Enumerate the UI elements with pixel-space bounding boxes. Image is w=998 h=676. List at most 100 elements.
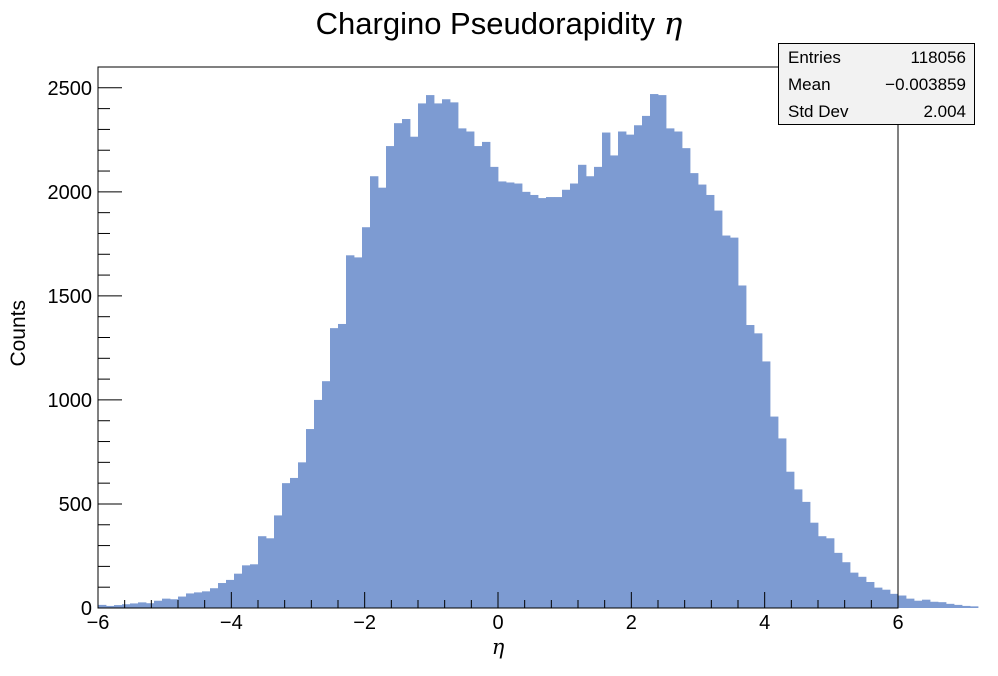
histogram-bar — [546, 197, 555, 609]
histogram-bars — [98, 94, 979, 609]
histogram-bar — [602, 132, 611, 609]
histogram-bar — [234, 573, 243, 608]
histogram-bar — [594, 166, 603, 608]
histogram-bar — [274, 515, 283, 608]
histogram-bar — [786, 471, 795, 608]
histogram-bar — [754, 333, 763, 608]
histogram-bar — [450, 102, 459, 609]
histogram-bar — [522, 191, 531, 608]
histogram-bar — [850, 572, 859, 608]
histogram-bar — [730, 237, 739, 608]
histogram-bar — [258, 536, 267, 608]
histogram-bar — [338, 323, 347, 608]
histogram-bar — [946, 603, 955, 608]
histogram-bar — [570, 183, 579, 608]
histogram-bar — [330, 328, 339, 608]
histogram-bar — [738, 285, 747, 608]
stats-label: Mean — [788, 75, 831, 94]
stats-value: 118056 — [910, 48, 966, 67]
histogram-bar — [410, 136, 419, 608]
histogram-bar — [642, 115, 651, 609]
histogram-bar — [762, 361, 771, 608]
histogram-bar — [650, 94, 659, 609]
histogram-bar — [458, 128, 467, 608]
histogram-bar — [930, 601, 939, 608]
histogram-bar — [210, 588, 219, 608]
histogram-bar — [722, 235, 731, 609]
histogram-bar — [394, 123, 403, 609]
histogram-bar — [810, 522, 819, 608]
chart-title: Chargino Pseudorapidity η — [0, 6, 998, 42]
histogram-bar — [290, 477, 299, 608]
histogram-bar — [698, 184, 707, 608]
histogram-bar — [122, 604, 131, 608]
histogram-bar — [634, 125, 643, 608]
histogram-bar — [858, 576, 867, 608]
stats-value: 2.004 — [923, 102, 966, 121]
histogram-bar — [114, 605, 123, 608]
y-tick-label: 1500 — [48, 286, 93, 308]
histogram-bar — [834, 552, 843, 608]
chart-title-text: Chargino Pseudorapidity — [315, 6, 656, 41]
histogram-bar — [202, 591, 211, 608]
chart-title-symbol: η — [663, 6, 683, 42]
histogram-bar — [170, 599, 179, 608]
histogram-bar — [890, 593, 899, 608]
stats-row-mean: Mean −0.003859 — [788, 75, 966, 95]
histogram-bar — [106, 605, 115, 608]
histogram-bar — [922, 599, 931, 608]
histogram-bar — [554, 197, 563, 609]
histogram-bar — [866, 581, 875, 608]
x-tick-label: 0 — [492, 612, 503, 634]
histogram-bar — [874, 587, 883, 608]
stats-label: Std Dev — [788, 102, 849, 121]
histogram-bar — [914, 600, 923, 608]
histogram-bar — [618, 131, 627, 608]
histogram-bar — [706, 194, 715, 608]
histogram-bar — [346, 255, 355, 608]
histogram-bar — [530, 194, 539, 608]
histogram-bar — [674, 131, 683, 608]
histogram-bar — [138, 602, 147, 608]
histogram-bar — [690, 173, 699, 608]
histogram-bar — [538, 198, 547, 608]
histogram-bar — [626, 134, 635, 609]
histogram-bar — [746, 325, 755, 608]
stats-value: −0.003859 — [885, 75, 966, 94]
stats-box: Entries 118056 Mean −0.003859 Std Dev 2.… — [778, 43, 975, 125]
histogram-bar — [98, 604, 107, 608]
y-tick-label: 2000 — [48, 182, 93, 204]
histogram-bar — [610, 155, 619, 608]
x-tick-label: −6 — [87, 612, 110, 634]
stats-label: Entries — [788, 48, 841, 67]
histogram-bar — [218, 583, 227, 608]
histogram-bar — [298, 462, 307, 608]
histogram-bar — [194, 592, 203, 608]
histogram-bar — [714, 210, 723, 608]
histogram-bar — [682, 148, 691, 608]
histogram-bar — [306, 429, 315, 608]
histogram-bar — [778, 438, 787, 608]
x-axis-ticks: −6 −4 −2 0 2 4 6 — [87, 592, 904, 634]
histogram-bar — [402, 119, 411, 609]
histogram-bar — [506, 182, 515, 609]
x-tick-label: −4 — [220, 612, 243, 634]
histogram-bar — [314, 399, 323, 608]
histogram-bar — [242, 565, 251, 608]
histogram-bar — [586, 176, 595, 609]
histogram-bar — [162, 598, 171, 608]
histogram-bar — [474, 146, 483, 608]
histogram-bar — [498, 181, 507, 608]
histogram-bar — [666, 128, 675, 608]
stats-row-entries: Entries 118056 — [788, 48, 966, 68]
histogram-bar — [130, 603, 139, 608]
histogram-bar — [842, 562, 851, 608]
histogram-bar — [266, 538, 275, 608]
histogram-bar — [426, 95, 435, 609]
stats-row-stddev: Std Dev 2.004 — [788, 102, 966, 122]
y-tick-label: 500 — [59, 494, 92, 516]
histogram-bar — [906, 598, 915, 608]
histogram-bar — [322, 381, 331, 608]
histogram-bar — [802, 501, 811, 608]
